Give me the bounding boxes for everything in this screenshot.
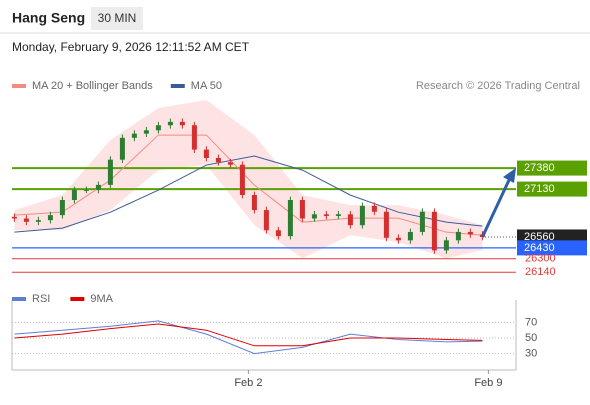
candle-body <box>23 218 29 222</box>
candle-body <box>35 220 41 222</box>
ma20-line <box>14 134 483 236</box>
candle-body <box>431 211 437 251</box>
legend-label: MA 50 <box>191 80 222 92</box>
candle-body <box>419 211 425 232</box>
candle-body <box>119 137 125 160</box>
interval: 30 MIN <box>98 11 137 25</box>
y-tick-label: 30 <box>525 348 537 360</box>
title: Hang Seng <box>12 10 85 26</box>
legend-swatch <box>12 84 26 88</box>
candle-body <box>347 214 353 226</box>
candle-body <box>83 189 89 191</box>
level-label: 26300 <box>525 253 556 265</box>
x-tick-label: Feb 9 <box>474 377 502 389</box>
candle-body <box>191 125 197 150</box>
candle-body <box>143 130 149 134</box>
level-box <box>517 240 587 256</box>
y-tick-label: 50 <box>525 332 537 344</box>
candle-body <box>467 231 473 235</box>
candle-body <box>167 121 173 126</box>
candle-body <box>359 205 365 226</box>
level-box <box>517 181 587 197</box>
timestamp: Monday, February 9, 2026 12:11:52 AM CET <box>12 40 250 54</box>
candle-body <box>263 210 269 231</box>
candle-body <box>215 158 221 163</box>
level-box <box>517 160 587 176</box>
legend-label: 9MA <box>90 293 113 305</box>
credit: Research © 2026 Trading Central <box>416 80 580 92</box>
candle-body <box>107 159 113 185</box>
forecast-arrow <box>481 177 512 238</box>
legend-swatch <box>70 297 85 301</box>
level-label: 26560 <box>524 231 555 243</box>
candle-body <box>59 200 65 216</box>
legend-label: MA 20 + Bollinger Bands <box>32 80 153 92</box>
candle-body <box>251 194 257 211</box>
candle-body <box>275 230 281 237</box>
level-label: 26140 <box>525 266 556 278</box>
candle-body <box>371 205 377 212</box>
candle-body <box>335 214 341 216</box>
candle-body <box>95 184 101 190</box>
candle-body <box>311 214 317 219</box>
level-label: 27380 <box>524 162 555 174</box>
candle-body <box>131 133 137 138</box>
candle-body <box>239 164 245 195</box>
candle-body <box>299 200 305 219</box>
candle-body <box>203 149 209 158</box>
candle-body <box>47 215 53 221</box>
ma50-line <box>14 155 483 233</box>
level-label: 27130 <box>524 183 555 195</box>
indicator-line <box>14 320 483 355</box>
legend-swatch <box>12 297 26 301</box>
candle-body <box>71 189 77 200</box>
legend-swatch <box>170 84 185 88</box>
candle-body <box>227 162 233 165</box>
candle-body <box>455 231 461 241</box>
x-tick-label: Feb 2 <box>234 377 262 389</box>
forecast-arrowhead <box>503 168 516 183</box>
candle-body <box>155 125 161 131</box>
candle-body <box>395 237 401 241</box>
interval-box <box>91 7 143 30</box>
candle-body <box>443 240 449 251</box>
candle-body <box>323 214 329 216</box>
level-label: 26430 <box>524 242 555 254</box>
legend-label: RSI <box>32 293 50 305</box>
candle-body <box>179 121 185 126</box>
candle-body <box>407 231 413 241</box>
candle-body <box>287 200 293 237</box>
candle-body <box>383 211 389 238</box>
candle-body <box>11 216 17 219</box>
y-tick-label: 70 <box>525 316 537 328</box>
indicator-line <box>14 323 483 347</box>
